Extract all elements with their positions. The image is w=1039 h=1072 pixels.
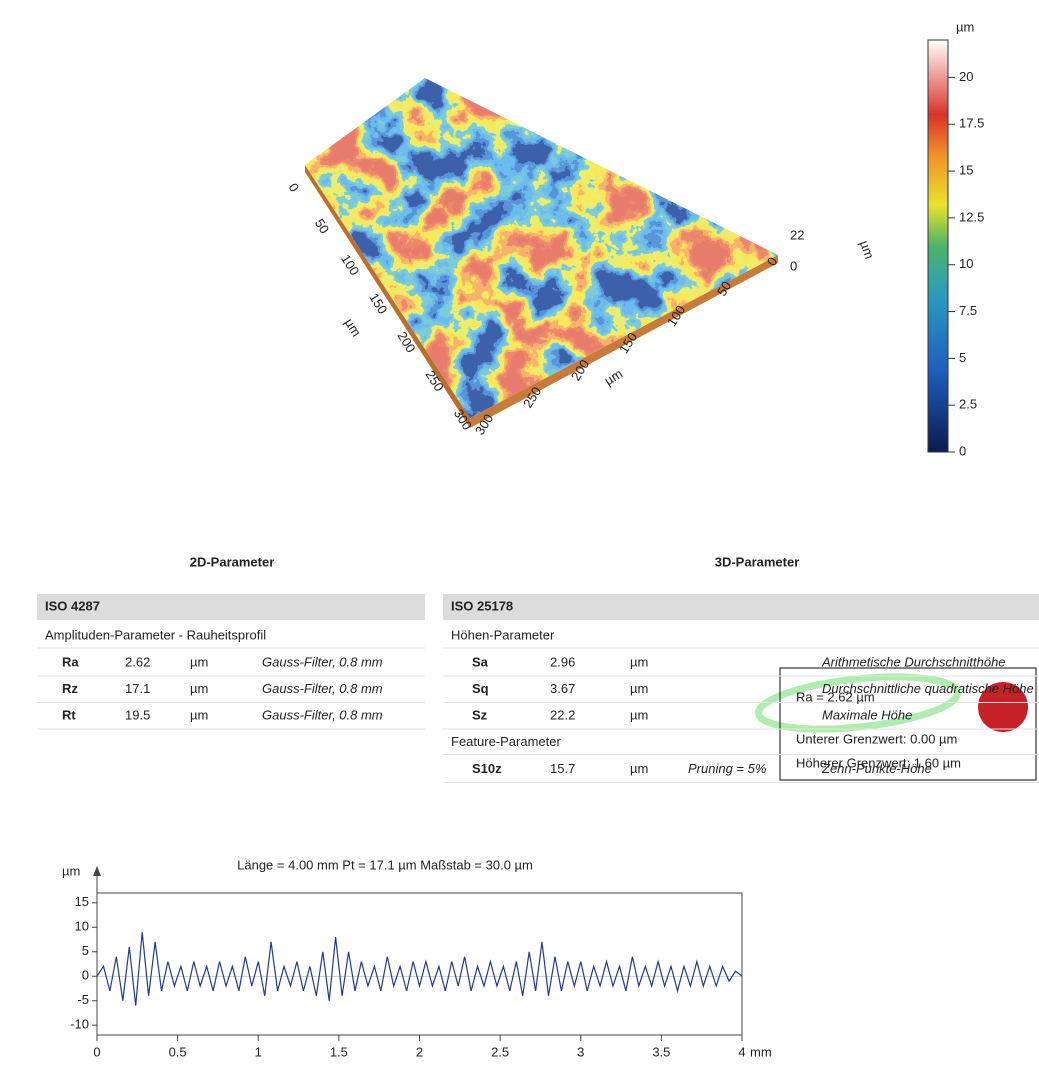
param-value: 22.2 — [550, 707, 575, 722]
surface-y-axis-label: µm — [602, 366, 625, 388]
colorbar-tick-label: 17.5 — [959, 116, 984, 131]
surface-side — [305, 165, 470, 428]
param-name: Rz — [62, 681, 78, 696]
param-description: Maximale Höhe — [822, 707, 912, 722]
param-note: Gauss-Filter, 0.8 mm — [262, 681, 383, 696]
upper-limit: Höherer Grenzwert: 1.60 µm — [796, 755, 961, 770]
group-title: Feature-Parameter — [451, 734, 561, 749]
surface-x-axis-label: µm — [342, 316, 364, 339]
surface-map — [305, 78, 778, 418]
param-unit: µm — [190, 654, 208, 669]
param-value: 2.62 — [125, 654, 150, 669]
param-unit: µm — [630, 654, 648, 669]
arrow-head — [93, 866, 101, 876]
param-unit: µm — [190, 707, 208, 722]
param-unit: µm — [630, 681, 648, 696]
surface-side — [470, 255, 778, 428]
surface-x-tick-label: 0 — [286, 180, 303, 194]
section-heading: 2D-Parameter — [190, 554, 275, 569]
standard-bar — [37, 594, 425, 620]
param-name: Sz — [472, 707, 488, 722]
x-tick-label: 1.5 — [330, 1044, 348, 1059]
result-title: Ra = 2.62 µm — [796, 689, 875, 704]
profile-header: Länge = 4.00 mm Pt = 17.1 µm Maßstab = 3… — [237, 857, 533, 872]
param-note: Pruning = 5% — [688, 761, 766, 776]
group-title: Amplituden-Parameter - Rauheitsprofil — [45, 627, 266, 642]
standard-bar — [443, 594, 1039, 620]
colorbar-tick-label: 15 — [959, 163, 973, 178]
colorbar-tick-label: 0 — [959, 443, 966, 458]
param-value: 2.96 — [550, 654, 575, 669]
param-description: Arithmetische Durchschnitthöhe — [821, 654, 1006, 669]
lower-limit: Unterer Grenzwert: 0.00 µm — [796, 731, 957, 746]
x-tick-label: 3 — [577, 1044, 584, 1059]
colorbar-tick-label: 20 — [959, 69, 973, 84]
param-description: Durchschnittliche quadratische Höhe — [822, 681, 1034, 696]
param-name: Sq — [472, 681, 489, 696]
highlight-ring — [755, 673, 961, 733]
standard-title: ISO 4287 — [45, 598, 100, 613]
x-tick-label: 2.5 — [491, 1044, 509, 1059]
section-heading: 3D-Parameter — [715, 554, 800, 569]
surface-y-tick-label: 50 — [714, 278, 734, 298]
y-tick-label: -10 — [70, 1017, 89, 1032]
colorbar-tick-label: 7.5 — [959, 303, 977, 318]
group-title: Höhen-Parameter — [451, 627, 555, 642]
colorbar-tick-label: 10 — [959, 256, 973, 271]
param-value: 17.1 — [125, 681, 150, 696]
x-tick-label: 0 — [93, 1044, 100, 1059]
surface-3d — [305, 78, 778, 428]
profile-line — [96, 932, 743, 1006]
y-tick-label: 10 — [75, 919, 89, 934]
profile-x-unit: mm — [750, 1044, 772, 1059]
param-description: Zehn-Punkte-Höhe — [821, 761, 932, 776]
param-unit: µm — [190, 681, 208, 696]
colorbar-tick-label: 2.5 — [959, 397, 977, 412]
y-tick-label: 15 — [75, 894, 89, 909]
result-box — [779, 667, 1037, 781]
surface-z-axis-label: µm — [857, 238, 877, 260]
surface-z-tick-label: 0 — [790, 258, 797, 273]
param-note: Gauss-Filter, 0.8 mm — [262, 654, 383, 669]
profile-y-unit: µm — [62, 863, 80, 878]
standard-title: ISO 25178 — [451, 598, 513, 613]
colorbar-unit: µm — [956, 19, 974, 34]
y-tick-label: -5 — [77, 992, 89, 1007]
surface-x-tick-label: 100 — [338, 252, 362, 278]
surface-x-tick-label: 50 — [312, 216, 332, 236]
x-tick-label: 4 — [738, 1044, 745, 1059]
param-value: 19.5 — [125, 707, 150, 722]
x-tick-label: 1 — [255, 1044, 262, 1059]
colorbar-tick-label: 5 — [959, 350, 966, 365]
colorbar-tick-label: 12.5 — [959, 209, 984, 224]
x-tick-label: 0.5 — [169, 1044, 187, 1059]
param-unit: µm — [630, 761, 648, 776]
param-note: Gauss-Filter, 0.8 mm — [262, 707, 383, 722]
x-tick-label: 3.5 — [652, 1044, 670, 1059]
surface-z-tick-label: 22 — [790, 227, 804, 242]
y-tick-label: 0 — [82, 968, 89, 983]
param-value: 3.67 — [550, 681, 575, 696]
x-tick-label: 2 — [416, 1044, 423, 1059]
y-tick-label: 5 — [82, 943, 89, 958]
param-name: Sa — [472, 654, 489, 669]
status-indicator — [978, 682, 1028, 732]
param-name: S10z — [472, 761, 502, 776]
param-name: Rt — [62, 707, 76, 722]
param-unit: µm — [630, 707, 648, 722]
colorbar — [927, 39, 949, 453]
param-name: Ra — [62, 654, 79, 669]
param-value: 15.7 — [550, 761, 575, 776]
